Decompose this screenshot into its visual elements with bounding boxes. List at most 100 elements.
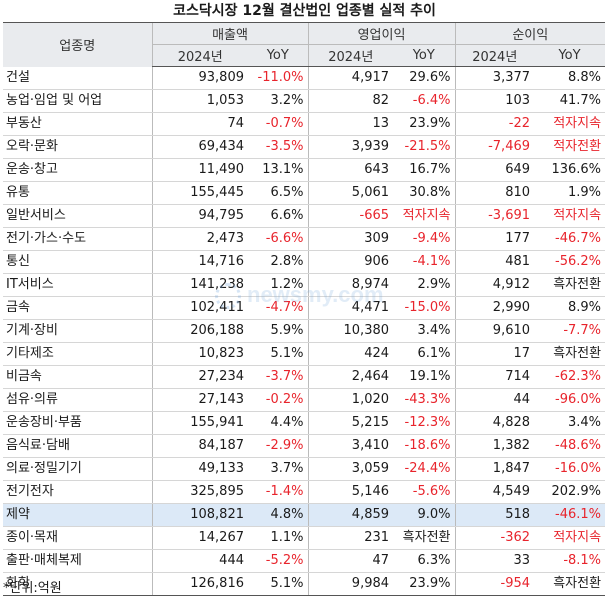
net-profit-value: -954 — [454, 572, 535, 596]
net-profit-value: 4,828 — [454, 411, 535, 435]
op-profit-yoy: -12.3% — [393, 411, 456, 435]
sales-value: 74 — [151, 112, 248, 136]
net-profit-value: -3,691 — [454, 204, 535, 228]
sales-value: 2,473 — [151, 227, 248, 251]
net-profit-header: 순이익 — [454, 22, 606, 45]
table-row: 일반서비스 94,795 6.6% -665 적자지속 -3,691 적자지속 — [3, 204, 606, 228]
sector-name: 일반서비스 — [3, 204, 152, 228]
sector-name: 음식료·담배 — [3, 434, 152, 458]
sales-value: 126,816 — [151, 572, 248, 596]
table-row: 농업·임업 및 어업 1,053 3.2% 82 -6.4% 103 41.7% — [3, 89, 606, 113]
net-profit-yoy: -96.0% — [534, 388, 606, 412]
sector-name: 전기전자 — [3, 480, 152, 504]
op-yoy-header: YoY — [393, 44, 456, 67]
net-profit-yoy: -46.7% — [534, 227, 606, 251]
sales-yoy: -5.2% — [248, 549, 309, 573]
sector-name: 출판·매체복제 — [3, 549, 152, 573]
earnings-table: 업종명 매출액 영업이익 순이익 2024년 YoY 2024년 YoY 202… — [3, 22, 606, 596]
net-profit-value: 714 — [454, 365, 535, 389]
net-profit-value: 4,549 — [454, 480, 535, 504]
sales-value: 1,053 — [151, 89, 248, 113]
sales-value: 14,267 — [151, 526, 248, 550]
table-row: 금속 102,411 -4.7% 4,471 -15.0% 2,990 8.9% — [3, 296, 606, 320]
op-profit-yoy: -6.4% — [393, 89, 456, 113]
net-profit-yoy: -16.0% — [534, 457, 606, 481]
op-profit-value: 5,215 — [307, 411, 394, 435]
net-yoy-header: YoY — [534, 44, 606, 67]
sales-year-header: 2024년 — [151, 44, 248, 67]
table-row: 전기전자 325,895 -1.4% 5,146 -5.6% 4,549 202.9% — [3, 480, 606, 504]
op-profit-value: 231 — [307, 526, 394, 550]
op-profit-yoy: -9.4% — [393, 227, 456, 251]
sector-name: 오락·문화 — [3, 135, 152, 159]
op-profit-value: 906 — [307, 250, 394, 274]
op-profit-yoy: 19.1% — [393, 365, 456, 389]
sales-yoy: 1.1% — [248, 526, 309, 550]
net-profit-yoy: 8.9% — [534, 296, 606, 320]
op-profit-yoy: 3.4% — [393, 319, 456, 343]
net-profit-value: 810 — [454, 181, 535, 205]
sales-value: 27,143 — [151, 388, 248, 412]
net-profit-value: -362 — [454, 526, 535, 550]
op-profit-yoy: 2.9% — [393, 273, 456, 297]
net-profit-yoy: -46.1% — [534, 503, 606, 527]
op-profit-yoy: -5.6% — [393, 480, 456, 504]
sector-name: 운송장비·부품 — [3, 411, 152, 435]
sales-yoy: 13.1% — [248, 158, 309, 182]
watermark-logo: newsmy.com — [215, 282, 415, 312]
sales-yoy: 1.2% — [248, 273, 309, 297]
op-profit-yoy: -24.4% — [393, 457, 456, 481]
op-profit-value: 10,380 — [307, 319, 394, 343]
net-profit-yoy: -8.1% — [534, 549, 606, 573]
sales-header: 매출액 — [151, 22, 309, 45]
sector-name: 농업·임업 및 어업 — [3, 89, 152, 113]
sector-name: 비금속 — [3, 365, 152, 389]
sales-yoy: 6.5% — [248, 181, 309, 205]
table-row: 종이·목재 14,267 1.1% 231 흑자전환 -362 적자지속 — [3, 526, 606, 550]
sales-yoy: -3.7% — [248, 365, 309, 389]
net-profit-value: 1,847 — [454, 457, 535, 481]
unit-footnote: *단위:억원 — [3, 581, 62, 596]
net-profit-yoy: 적자지속 — [534, 112, 606, 136]
op-profit-value: 5,146 — [307, 480, 394, 504]
op-profit-value: 3,939 — [307, 135, 394, 159]
net-profit-yoy: 41.7% — [534, 89, 606, 113]
sales-yoy: 5.1% — [248, 572, 309, 596]
op-profit-yoy: 30.8% — [393, 181, 456, 205]
table-row: 음식료·담배 84,187 -2.9% 3,410 -18.6% 1,382 -48.6% — [3, 434, 606, 458]
net-profit-yoy: -56.2% — [534, 250, 606, 274]
net-profit-yoy: 8.8% — [534, 66, 606, 90]
op-profit-value: 4,859 — [307, 503, 394, 527]
sales-yoy: 3.2% — [248, 89, 309, 113]
table-row: 제약 108,821 4.8% 4,859 9.0% 518 -46.1% — [3, 503, 606, 527]
table-row: 오락·문화 69,434 -3.5% 3,939 -21.5% -7,469 적자전환 — [3, 135, 606, 159]
net-profit-value: 44 — [454, 388, 535, 412]
sales-yoy: -3.5% — [248, 135, 309, 159]
sector-name: IT서비스 — [3, 273, 152, 297]
sales-yoy: -0.2% — [248, 388, 309, 412]
op-profit-value: 3,059 — [307, 457, 394, 481]
op-profit-value: 82 — [307, 89, 394, 113]
sector-name: 종이·목재 — [3, 526, 152, 550]
sector-name: 전기·가스·수도 — [3, 227, 152, 251]
op-profit-yoy: 9.0% — [393, 503, 456, 527]
net-profit-yoy: -48.6% — [534, 434, 606, 458]
sector-name: 건설 — [3, 66, 152, 90]
sector-name: 부동산 — [3, 112, 152, 136]
table-row: 통신 14,716 2.8% 906 -4.1% 481 -56.2% — [3, 250, 606, 274]
sector-name: 의료·정밀기기 — [3, 457, 152, 481]
net-profit-yoy: 적자지속 — [534, 204, 606, 228]
sales-value: 49,133 — [151, 457, 248, 481]
net-profit-yoy: 흑자전환 — [534, 572, 606, 596]
net-profit-value: 518 — [454, 503, 535, 527]
sales-yoy: 5.1% — [248, 342, 309, 366]
table-row: 기계·장비 206,188 5.9% 10,380 3.4% 9,610 -7.7% — [3, 319, 606, 343]
table-row: 기타제조 10,823 5.1% 424 6.1% 17 흑자전환 — [3, 342, 606, 366]
sales-yoy: -0.7% — [248, 112, 309, 136]
net-profit-value: 17 — [454, 342, 535, 366]
table-row: 유통 155,445 6.5% 5,061 30.8% 810 1.9% — [3, 181, 606, 205]
net-profit-value: 9,610 — [454, 319, 535, 343]
sales-yoy: 4.8% — [248, 503, 309, 527]
sales-value: 108,821 — [151, 503, 248, 527]
op-profit-value: 4,917 — [307, 66, 394, 90]
